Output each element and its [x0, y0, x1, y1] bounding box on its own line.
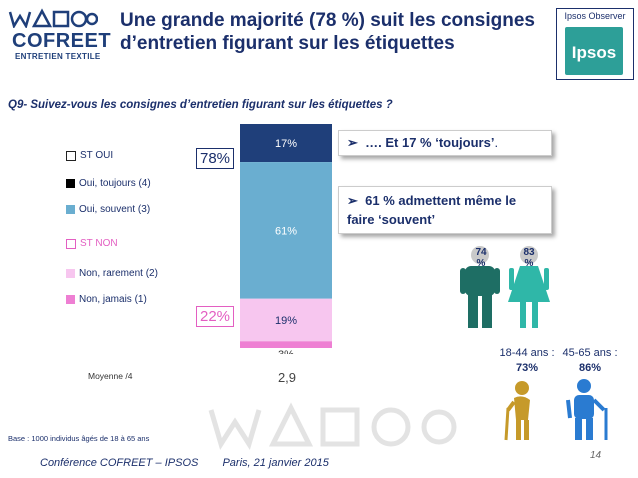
ipsos-observer-logo: Ipsos Observer Ipsos	[556, 8, 634, 80]
total-non-box: 22%	[196, 306, 235, 327]
elderly-cane-figure-icon	[504, 381, 530, 441]
arrow-bullet-icon: ➢	[347, 135, 358, 150]
legend-st-non-label: ST NON	[80, 238, 118, 249]
ipsos-observer-label: Ipsos Observer	[564, 11, 626, 21]
age-group-senior-label: 45-65 ans :	[562, 347, 618, 359]
legend-oui-toujours-swatch	[66, 179, 75, 188]
legend-st-oui-label: ST OUI	[80, 150, 114, 161]
bar-segment-label-1: 17%	[275, 138, 297, 150]
legend-non-jamais-swatch	[66, 295, 75, 304]
legend-oui-toujours-label: Oui, toujours (4)	[79, 178, 151, 189]
care-symbols-watermark	[208, 402, 457, 450]
brand-name: COFREET	[12, 30, 112, 52]
age-group-senior-value: 86%	[578, 362, 602, 374]
legend-non-rarement-swatch	[66, 269, 75, 278]
care-symbols-logo	[8, 8, 98, 28]
legend-non-rarement: Non, rarement (2)	[66, 268, 158, 279]
total-oui-box: 78%	[196, 148, 235, 169]
age-group-young-label: 18-44 ans :	[499, 347, 555, 359]
page-number: 14	[590, 450, 602, 461]
legend-non-rarement-label: Non, rarement (2)	[79, 268, 158, 279]
legend-oui-souvent-swatch	[66, 205, 75, 214]
elderly-walker-figure-icon	[566, 379, 608, 440]
bar-segment-label-2: 61%	[275, 225, 297, 237]
bar-segment-label-3: 19%	[275, 315, 297, 327]
question-text: Q9- Suivez-vous les consignes d’entretie…	[8, 99, 393, 111]
callout-toujours-period: .	[494, 135, 499, 150]
age-group-young-value: 73%	[515, 362, 539, 374]
legend-st-non-swatch	[66, 238, 76, 249]
bar-segment-3	[240, 298, 332, 342]
stacked-bar-chart: 17% 61% 19% 3%	[240, 124, 332, 354]
legend-oui-souvent: Oui, souvent (3)	[66, 204, 150, 215]
male-figure-icon	[460, 246, 500, 328]
legend-non-jamais: Non, jamais (1)	[66, 294, 147, 305]
bar-segment-4	[240, 341, 332, 348]
footer-conference-name: Conférence COFREET – IPSOS	[40, 457, 199, 469]
legend-st-non: ST NON	[66, 238, 118, 249]
bar-segment-2	[240, 162, 332, 299]
callout-toujours: ➢ …. Et 17 % ‘toujours’.	[338, 130, 552, 156]
callout-toujours-text: …. Et 17 % ‘toujours’	[365, 135, 495, 150]
legend-oui-souvent-label: Oui, souvent (3)	[79, 204, 151, 215]
ipsos-logo-icon: Ipsos	[565, 27, 623, 75]
base-note: Base : 1000 individus âgés de 18 à 65 an…	[8, 434, 150, 443]
callout-souvent-line2: faire ‘souvent’	[347, 212, 436, 227]
bar-segment-label-4: 3%	[278, 349, 294, 354]
legend-st-oui-swatch	[66, 150, 76, 161]
callout-souvent: ➢ 61 % admettent même le faire ‘souvent’	[338, 186, 552, 234]
ipsos-logo-text: Ipsos	[571, 43, 617, 62]
legend-non-jamais-label: Non, jamais (1)	[79, 294, 147, 305]
moyenne-value: 2,9	[277, 370, 297, 385]
moyenne-label: Moyenne /4	[88, 371, 133, 381]
footer-conference: Conférence COFREET – IPSOS Paris, 21 jan…	[40, 457, 329, 469]
female-percentage: 83 %	[523, 247, 535, 269]
brand-subtitle: ENTRETIEN TEXTILE	[15, 52, 101, 61]
legend-st-oui: ST OUI	[66, 150, 113, 161]
female-figure-icon	[508, 246, 550, 328]
male-percentage: 74 %	[475, 247, 487, 269]
footer-date: Paris, 21 janvier 2015	[222, 457, 329, 469]
legend-oui-toujours: Oui, toujours (4)	[66, 178, 151, 189]
callout-souvent-line1: 61 % admettent même le	[365, 193, 517, 208]
slide-title: Une grande majorité (78 %) suit les cons…	[120, 10, 535, 54]
bar-segment-1	[240, 124, 332, 163]
arrow-bullet-icon: ➢	[347, 193, 358, 208]
